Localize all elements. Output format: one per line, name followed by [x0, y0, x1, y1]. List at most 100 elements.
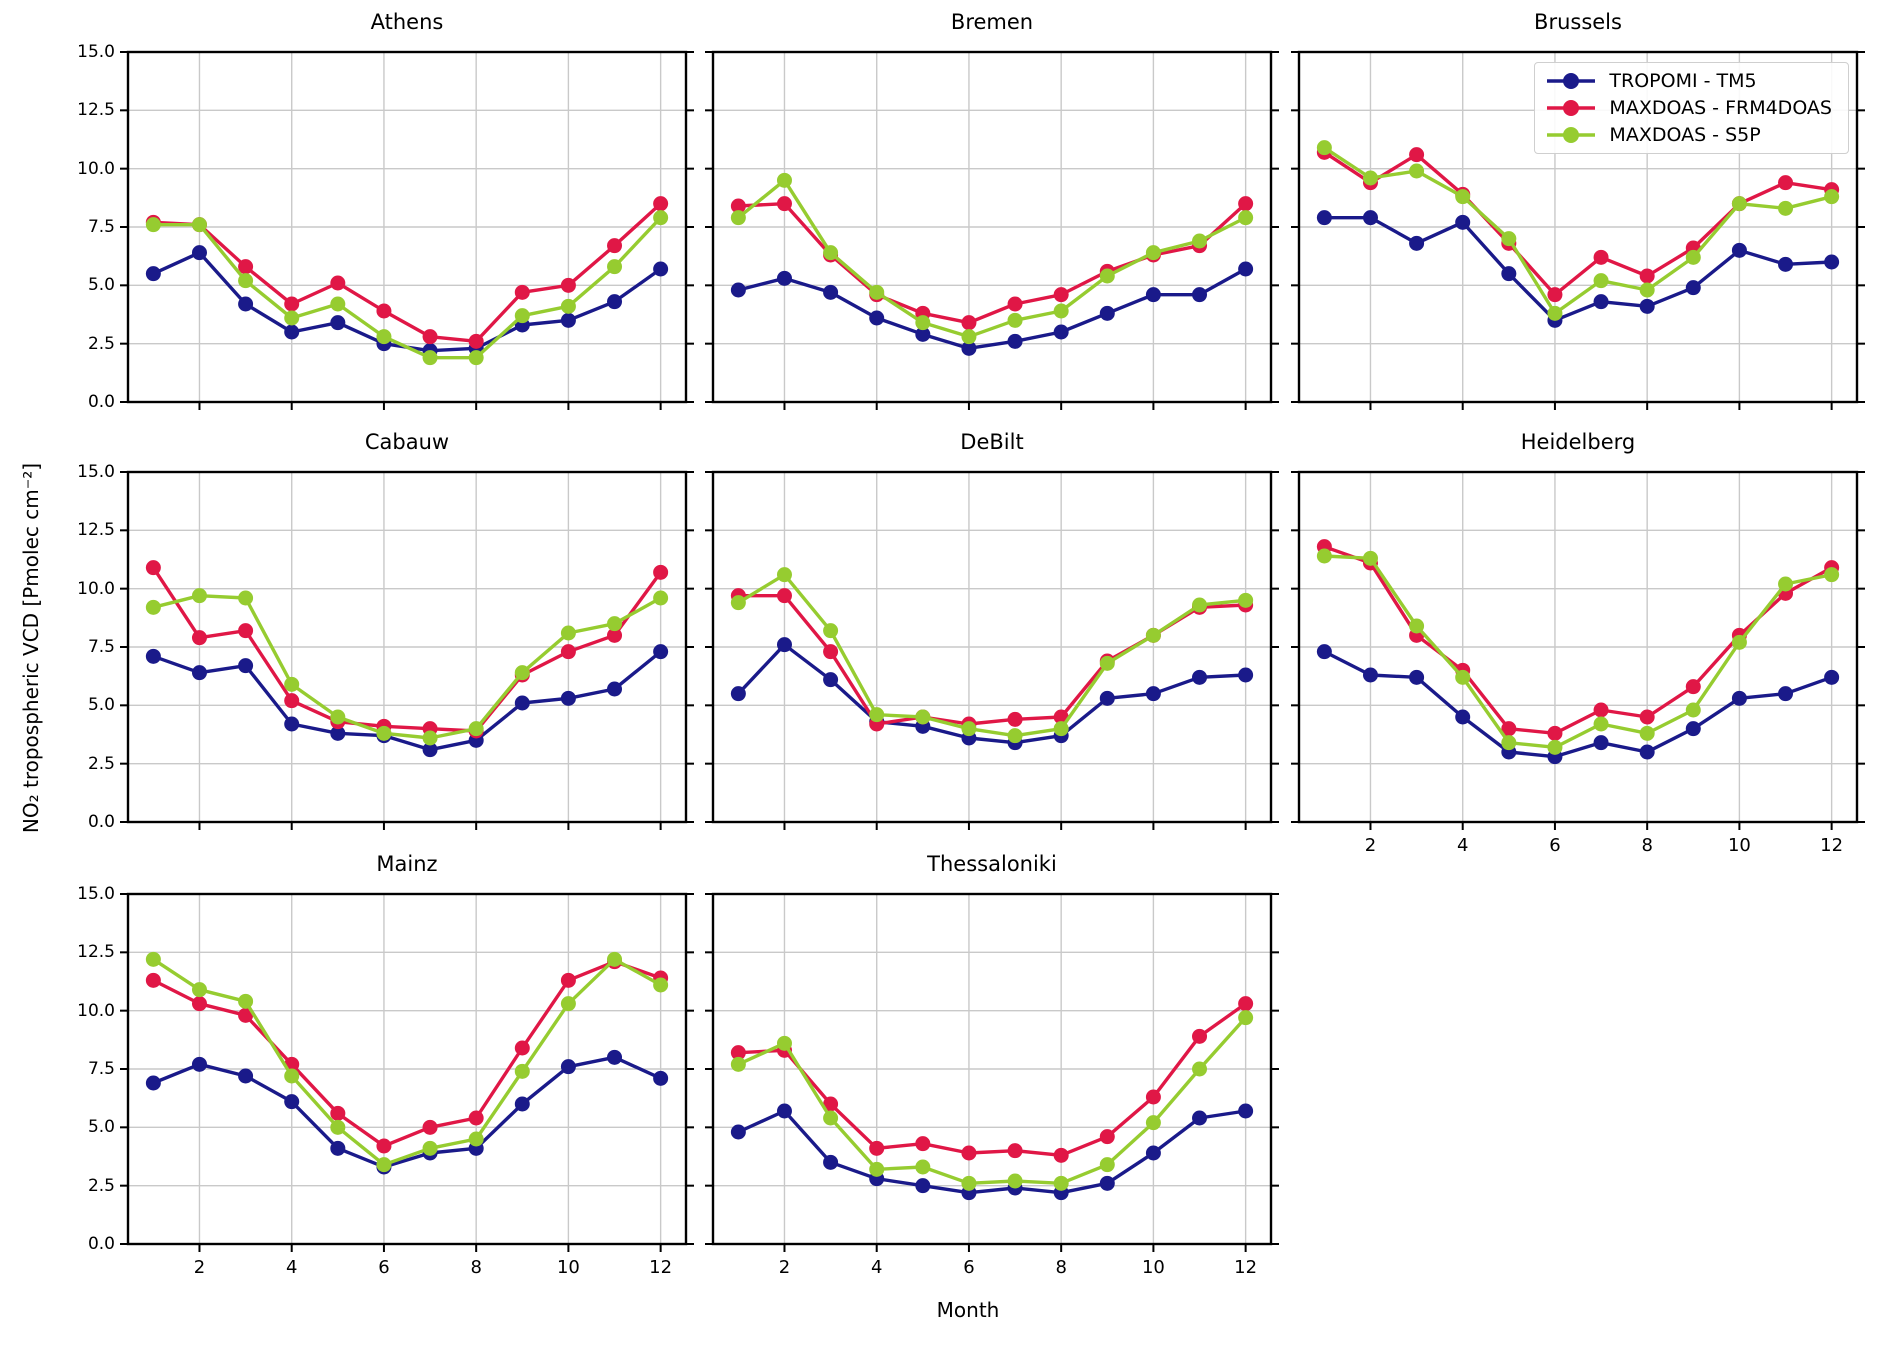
data-point — [191, 1056, 207, 1072]
data-point — [1731, 242, 1747, 258]
data-point — [1007, 296, 1023, 312]
data-point — [560, 298, 576, 314]
debilt-plot — [705, 470, 1279, 830]
x-tick-label: 10 — [1141, 1257, 1165, 1278]
panel-title-brussels: Brussels — [1534, 10, 1622, 34]
data-point — [1238, 667, 1254, 683]
data-point — [1685, 702, 1701, 718]
data-point — [560, 996, 576, 1012]
data-point — [284, 310, 300, 326]
data-point — [422, 1119, 438, 1135]
data-point — [1053, 1147, 1069, 1163]
data-point — [776, 172, 792, 188]
data-point — [607, 259, 623, 275]
data-point — [1145, 1145, 1161, 1161]
thessaloniki-plot — [705, 892, 1279, 1252]
legend-entry: MAXDOAS - FRM4DOAS — [1545, 97, 1832, 119]
data-point — [1639, 725, 1655, 741]
data-point — [238, 658, 254, 674]
data-point — [238, 273, 254, 289]
data-point — [1778, 200, 1794, 216]
tick-marks — [120, 471, 694, 830]
data-point — [560, 644, 576, 660]
y-tick-label: 10.0 — [77, 158, 115, 179]
data-point — [514, 284, 530, 300]
data-point — [1145, 245, 1161, 261]
data-point — [1824, 254, 1840, 270]
x-tick-label: 4 — [285, 1257, 298, 1278]
gridlines — [128, 52, 686, 402]
data-point — [560, 312, 576, 328]
data-point — [961, 1145, 977, 1161]
data-point — [1362, 667, 1378, 683]
data-point — [1099, 1129, 1115, 1145]
data-point — [961, 1175, 977, 1191]
tick-marks — [705, 893, 1279, 1252]
legend-label: MAXDOAS - FRM4DOAS — [1609, 97, 1832, 119]
data-point — [191, 245, 207, 261]
data-point — [915, 326, 931, 342]
tick-marks — [1291, 51, 1865, 410]
series-maxdoas-frm4doas — [730, 996, 1254, 1163]
legend-marker-icon — [1547, 73, 1596, 89]
data-point — [330, 296, 346, 312]
data-point — [422, 742, 438, 758]
data-point — [514, 308, 530, 324]
x-tick-label: 10 — [1727, 835, 1751, 856]
data-point — [1099, 268, 1115, 284]
data-point — [514, 1096, 530, 1112]
data-point — [191, 630, 207, 646]
data-point — [730, 686, 746, 702]
data-point — [653, 210, 669, 226]
data-point — [238, 623, 254, 639]
data-point — [560, 625, 576, 641]
data-point — [514, 695, 530, 711]
data-point — [145, 599, 161, 615]
data-point — [284, 324, 300, 340]
data-point — [191, 217, 207, 233]
data-point — [1409, 669, 1425, 685]
y-axis-label: NO₂ tropospheric VCD [Pmolec cm⁻²] — [19, 462, 43, 834]
series-maxdoas-s5p — [1316, 548, 1840, 755]
data-point — [1593, 716, 1609, 732]
series-maxdoas-frm4doas — [145, 954, 669, 1154]
series-maxdoas-s5p — [730, 172, 1254, 345]
data-point — [284, 1068, 300, 1084]
data-point — [1316, 548, 1332, 564]
data-point — [869, 310, 885, 326]
gridlines — [128, 472, 686, 822]
data-point — [1685, 249, 1701, 265]
data-point — [730, 595, 746, 611]
data-point — [653, 564, 669, 580]
panel-title-thessaloniki: Thessaloniki — [927, 852, 1057, 876]
data-point — [869, 707, 885, 723]
x-tick-label: 12 — [1820, 835, 1844, 856]
data-point — [1409, 147, 1425, 163]
y-tick-label: 10.0 — [77, 578, 115, 599]
data-point — [730, 1124, 746, 1140]
data-point — [422, 329, 438, 345]
data-point — [1409, 618, 1425, 634]
data-point — [730, 282, 746, 298]
data-point — [284, 676, 300, 692]
panel-mainz: Mainz 0.0 2.5 5.0 7.5 10.0 12.5 15.0 2 4 6 8 10 12 — [77, 852, 694, 1278]
data-point — [1053, 721, 1069, 737]
data-point — [607, 1049, 623, 1065]
y-tick-label: 15.0 — [77, 42, 115, 62]
y-tick-label: 15.0 — [77, 462, 115, 482]
series-maxdoas-s5p — [145, 951, 669, 1173]
data-point — [468, 1131, 484, 1147]
data-point — [1145, 287, 1161, 303]
data-point — [145, 648, 161, 664]
y-tick-label: 0.0 — [87, 1234, 115, 1254]
x-tick-label: 12 — [649, 1257, 673, 1278]
data-point — [823, 284, 839, 300]
y-tick-label: 5.0 — [87, 275, 115, 296]
data-point — [653, 977, 669, 993]
data-point — [145, 972, 161, 988]
data-point — [823, 1096, 839, 1112]
data-point — [1778, 256, 1794, 272]
data-point — [1145, 686, 1161, 702]
data-point — [1639, 282, 1655, 298]
data-point — [560, 277, 576, 293]
